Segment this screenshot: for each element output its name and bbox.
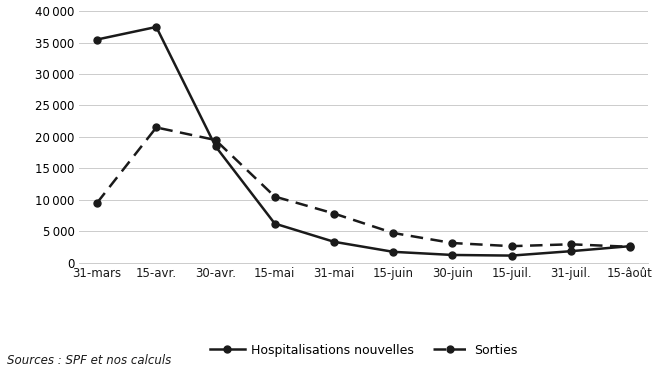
Legend: Hospitalisations nouvelles, Sorties: Hospitalisations nouvelles, Sorties (205, 339, 522, 362)
Text: Sources : SPF et nos calculs: Sources : SPF et nos calculs (7, 354, 171, 368)
Hospitalisations nouvelles (389, 250, 397, 254)
Sorties (330, 211, 338, 216)
Line: Hospitalisations nouvelles: Hospitalisations nouvelles (94, 24, 633, 259)
Line: Sorties: Sorties (94, 124, 633, 250)
Sorties (567, 242, 575, 246)
Hospitalisations nouvelles (271, 221, 279, 226)
Hospitalisations nouvelles (330, 240, 338, 244)
Sorties (389, 231, 397, 235)
Hospitalisations nouvelles (626, 244, 634, 248)
Hospitalisations nouvelles (448, 253, 456, 257)
Hospitalisations nouvelles (567, 249, 575, 254)
Sorties (271, 194, 279, 199)
Hospitalisations nouvelles (508, 254, 516, 258)
Hospitalisations nouvelles (152, 25, 160, 29)
Sorties (448, 241, 456, 245)
Sorties (212, 138, 219, 142)
Sorties (508, 244, 516, 248)
Sorties (93, 201, 101, 205)
Hospitalisations nouvelles (212, 144, 219, 148)
Hospitalisations nouvelles (93, 37, 101, 42)
Sorties (152, 125, 160, 130)
Sorties (626, 244, 634, 249)
